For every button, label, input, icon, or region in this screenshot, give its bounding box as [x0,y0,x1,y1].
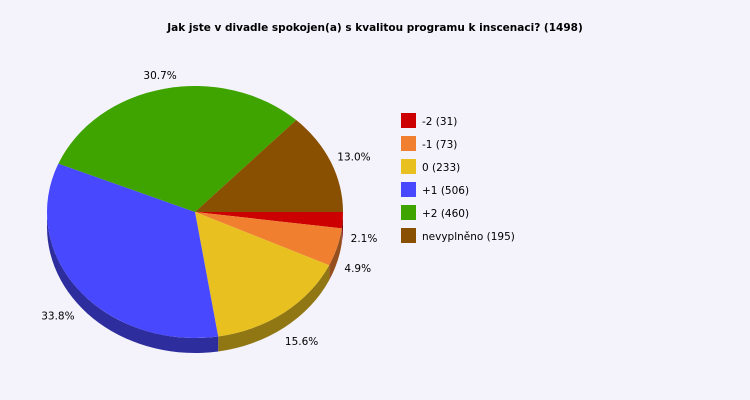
legend-label: 0 (233) [422,162,460,174]
pie-depth [47,212,343,353]
legend-label: nevyplněno (195) [422,231,515,243]
legend-label: -1 (73) [422,139,457,151]
legend-swatch [401,159,416,174]
slice-percent-label: 2.1% [351,233,378,245]
slice-percent-label: 15.6% [285,336,318,348]
slice-percent-label: 33.8% [41,311,74,323]
legend-swatch [401,182,416,197]
pie-labels: 2.1% 4.9% 15.6% 33.8% 30.7% 13.0% [41,70,377,348]
legend-label: -2 (31) [422,116,457,128]
slice-side [47,212,219,353]
legend-swatch [401,136,416,151]
legend: -2 (31) -1 (73) 0 (233) +1 (506) +2 (460) nev… [401,113,515,243]
slice-percent-label: 30.7% [143,70,176,82]
legend-swatch [401,228,416,243]
pie-slice [195,212,330,337]
pie-slice [195,120,343,212]
legend-label: +1 (506) [422,185,469,197]
pie-slices [46,85,343,338]
legend-label: +2 (460) [422,208,469,220]
slice-percent-label: 13.0% [337,151,370,163]
slice-side [218,265,330,352]
slice-side [341,212,343,244]
chart-title: Jak jste v divadle spokojen(a) s kvalito… [166,22,583,34]
slice-percent-label: 4.9% [344,263,371,275]
slice-side [329,228,342,281]
pie-slice [58,85,297,212]
pie-slice [195,212,342,266]
pie-slice [46,163,219,338]
legend-swatch [401,205,416,220]
legend-swatch [401,113,416,128]
pie-slice [195,212,343,229]
